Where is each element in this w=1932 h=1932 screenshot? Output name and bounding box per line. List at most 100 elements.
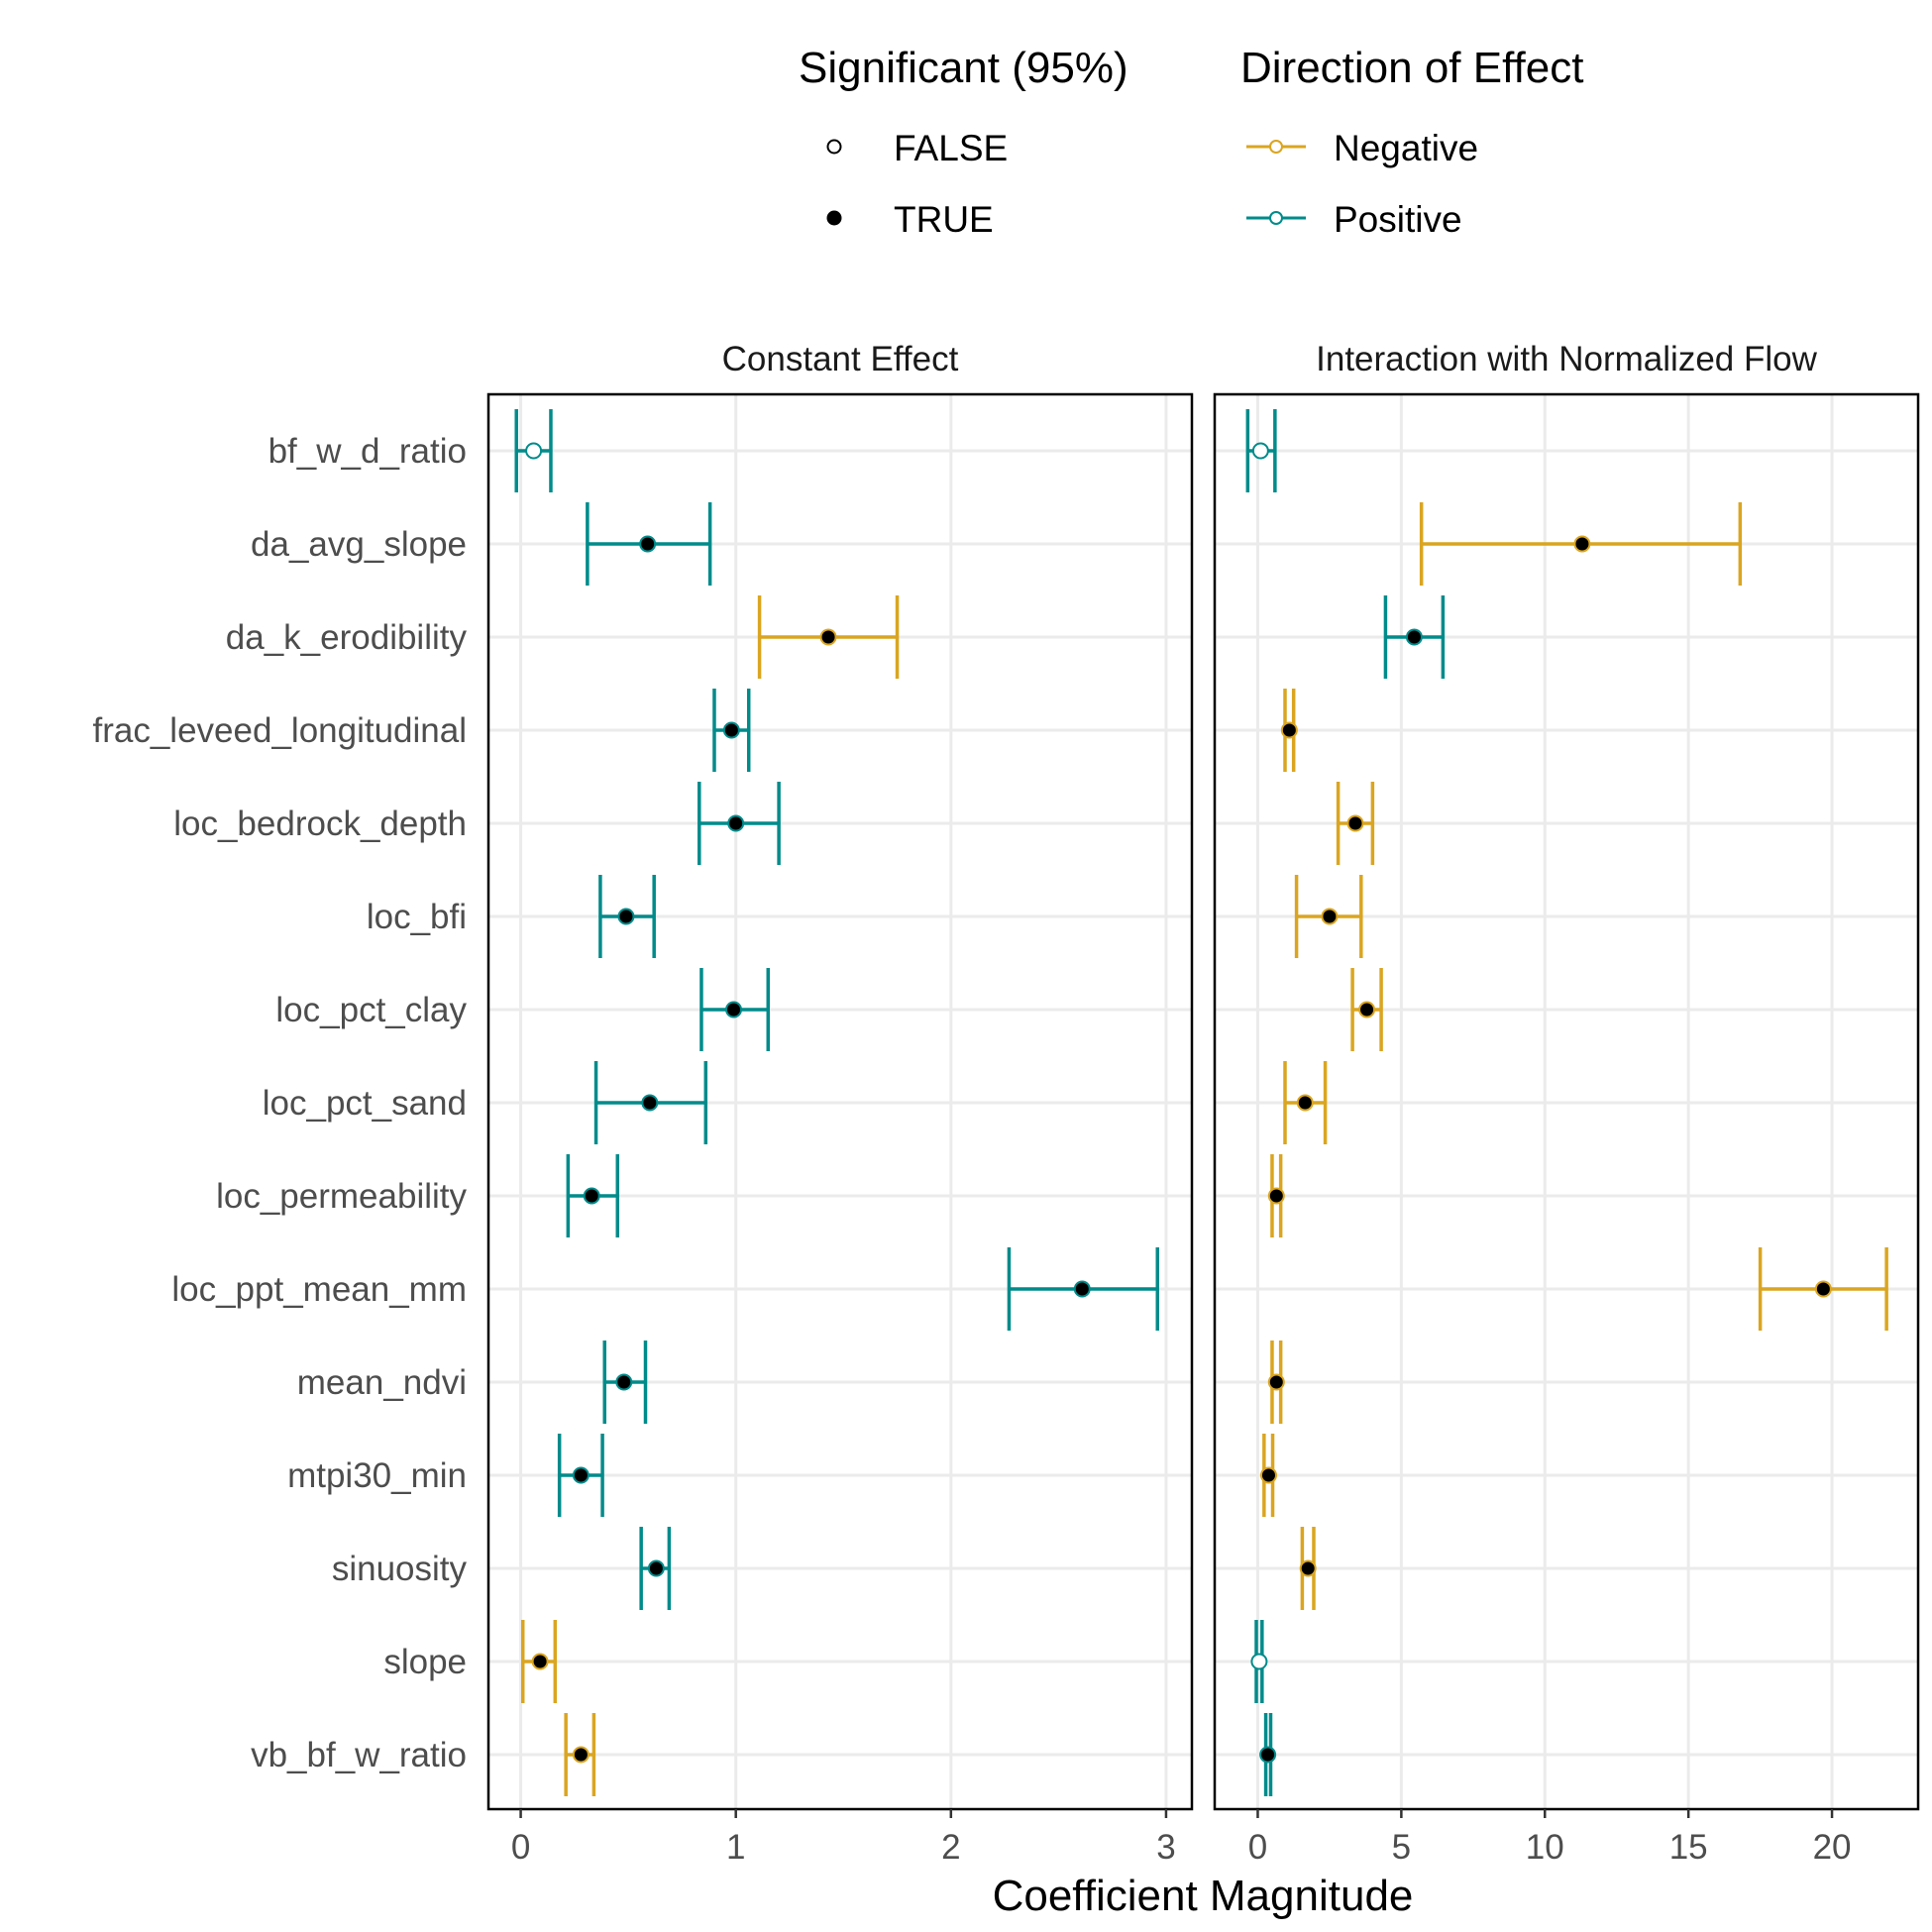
legend-positive-point-icon: [1269, 211, 1283, 225]
significant-point: [1405, 628, 1423, 646]
x-axis: 0 5 10 15 20: [1248, 1809, 1852, 1867]
significant-point: [1814, 1280, 1832, 1298]
significant-point: [1267, 1187, 1285, 1205]
y-tick-label: loc_bfi: [367, 898, 467, 936]
legend-direction-label: Positive: [1334, 199, 1462, 240]
y-tick-label: da_avg_slope: [251, 525, 467, 564]
legend-direction-item-positive: Positive: [1246, 199, 1462, 240]
y-tick-label: loc_pct_clay: [275, 991, 467, 1029]
data-marks: [1245, 409, 1888, 1796]
panel-border: [486, 392, 1194, 1811]
y-tick-label: loc_bedrock_depth: [173, 805, 467, 843]
error-bar: [1007, 1247, 1160, 1331]
y-tick-label: da_k_erodibility: [226, 618, 468, 657]
error-bar: [1280, 689, 1298, 772]
error-bar: [586, 502, 712, 586]
x-tick-label: 10: [1526, 1828, 1564, 1867]
significant-point: [1573, 535, 1591, 553]
legend-direction-item-negative: Negative: [1246, 128, 1478, 168]
legend-significance-title: Significant (95%): [799, 44, 1128, 92]
y-tick-label: loc_pct_sand: [263, 1084, 467, 1123]
x-tick-label: 15: [1669, 1828, 1708, 1867]
x-tick-label: 0: [511, 1828, 530, 1867]
panel-strip-title: Constant Effect: [722, 340, 959, 378]
error-bar: [1267, 1154, 1285, 1237]
significant-point: [1299, 1559, 1317, 1577]
error-bar: [757, 595, 900, 679]
significant-point: [1259, 1746, 1277, 1764]
error-bar: [1419, 502, 1743, 586]
significant-point: [572, 1466, 590, 1484]
non-significant-point: [1251, 442, 1269, 460]
error-bar: [698, 782, 781, 865]
significant-point: [641, 1094, 659, 1112]
panel-constant-effect: Constant Effect 0 1 2 3: [486, 340, 1194, 1867]
error-bar: [1299, 1527, 1317, 1610]
legend-significance-item-true: TRUE: [826, 199, 994, 240]
panel-border: [1213, 392, 1920, 1811]
gridlines: [488, 394, 1192, 1809]
legend-filled-point-icon: [826, 210, 842, 226]
y-tick-label: sinuosity: [332, 1550, 468, 1588]
error-bar: [602, 1341, 648, 1424]
y-tick-label: slope: [383, 1643, 467, 1681]
y-tick-label: vb_bf_w_ratio: [251, 1736, 467, 1774]
error-bar: [1350, 968, 1383, 1051]
significant-point: [647, 1559, 665, 1577]
error-bar: [1336, 782, 1375, 865]
x-tick-label: 1: [726, 1828, 745, 1867]
y-tick-label: mtpi30_min: [287, 1456, 467, 1495]
legend-direction-label: Negative: [1334, 128, 1478, 168]
significant-point: [722, 721, 740, 739]
y-axis: bf_w_d_ratio da_avg_slope da_k_erodibility…: [93, 432, 468, 1774]
significant-point: [1267, 1373, 1285, 1391]
error-bar: [520, 1620, 558, 1703]
error-bar: [557, 1434, 604, 1517]
non-significant-point: [525, 442, 543, 460]
significant-point: [819, 628, 837, 646]
significant-point: [615, 1373, 633, 1391]
significant-point: [725, 1001, 743, 1019]
error-bar: [1259, 1434, 1277, 1517]
error-bar: [1259, 1713, 1277, 1796]
error-bar: [1267, 1341, 1285, 1424]
legend-significance-item-false: FALSE: [826, 128, 1008, 168]
x-tick-label: 5: [1392, 1828, 1411, 1867]
error-bar: [712, 689, 751, 772]
error-bar: [639, 1527, 672, 1610]
error-bar: [1250, 1620, 1268, 1703]
error-bar: [514, 409, 553, 492]
error-bar: [1283, 1061, 1328, 1144]
significant-point: [1296, 1094, 1314, 1112]
error-bar: [598, 875, 656, 958]
gridlines: [1215, 394, 1918, 1809]
y-tick-label: loc_permeability: [216, 1177, 467, 1216]
legend-open-point-icon: [826, 139, 842, 155]
significant-point: [531, 1653, 549, 1670]
error-bar: [699, 968, 771, 1051]
legend-direction-title: Direction of Effect: [1240, 44, 1583, 92]
significant-point: [1358, 1001, 1376, 1019]
x-tick-label: 0: [1248, 1828, 1267, 1867]
error-bar: [1245, 409, 1277, 492]
non-significant-point: [1250, 1653, 1268, 1670]
x-tick-label: 3: [1156, 1828, 1175, 1867]
panel-strip-title: Interaction with Normalized Flow: [1316, 340, 1817, 378]
significant-point: [583, 1187, 600, 1205]
significant-point: [1321, 908, 1339, 925]
significant-point: [1346, 814, 1364, 832]
error-bar: [1758, 1247, 1888, 1331]
error-bar: [1294, 875, 1363, 958]
significant-point: [1259, 1466, 1277, 1484]
legend-negative-point-icon: [1269, 140, 1283, 154]
x-tick-label: 2: [941, 1828, 960, 1867]
significant-point: [1073, 1280, 1091, 1298]
x-tick-label: 20: [1813, 1828, 1852, 1867]
significant-point: [1280, 721, 1298, 739]
error-bar: [593, 1061, 708, 1144]
error-bar: [564, 1713, 596, 1796]
significant-point: [639, 535, 657, 553]
error-bar: [1383, 595, 1446, 679]
significant-point: [727, 814, 745, 832]
